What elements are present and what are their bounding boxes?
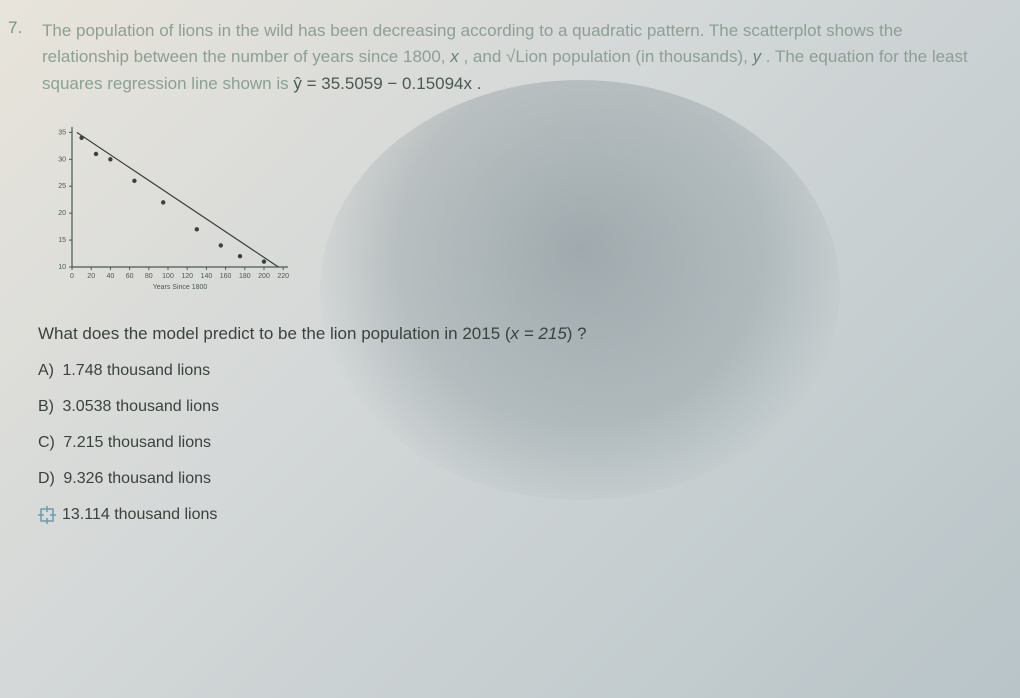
svg-text:25: 25 — [58, 183, 66, 190]
prompt-text: The population of lions in the wild has … — [42, 21, 903, 40]
selection-marker-icon — [38, 506, 56, 524]
sqrt-label: √Lion population — [506, 47, 631, 66]
svg-text:220: 220 — [277, 273, 289, 280]
prompt-text: . The equation for the least — [761, 47, 968, 66]
prompt-text: relationship between the number of years… — [42, 47, 450, 66]
answer-choice[interactable]: C) 7.215 thousand lions — [38, 434, 992, 452]
question-var: x = 215 — [511, 324, 567, 343]
choice-letter: A) — [38, 362, 54, 379]
svg-text:20: 20 — [87, 273, 95, 280]
svg-text:160: 160 — [220, 273, 232, 280]
svg-text:140: 140 — [201, 273, 213, 280]
svg-text:30: 30 — [58, 156, 66, 163]
svg-text:40: 40 — [107, 273, 115, 280]
svg-text:20: 20 — [58, 210, 66, 217]
svg-text:180: 180 — [239, 273, 251, 280]
choice-text: 7.215 thousand lions — [63, 434, 211, 451]
question-part: ) ? — [567, 324, 587, 343]
prompt-text: squares regression line shown is — [42, 74, 293, 93]
svg-text:100: 100 — [162, 273, 174, 280]
question-prompt: The population of lions in the wild has … — [42, 18, 992, 97]
choice-text: 13.114 thousand lions — [62, 506, 217, 524]
choice-letter: C) — [38, 434, 55, 451]
choice-text: 9.326 thousand lions — [63, 470, 211, 487]
answer-choice[interactable]: D) 9.326 thousand lions — [38, 470, 992, 488]
choice-letter: B) — [38, 398, 54, 415]
equation-lhs: ŷ = — [293, 74, 321, 93]
svg-text:0: 0 — [70, 273, 74, 280]
svg-text:35: 35 — [58, 129, 66, 136]
question-text: What does the model predict to be the li… — [38, 324, 992, 344]
svg-text:10: 10 — [58, 264, 66, 271]
question-number: 7. — [8, 18, 22, 38]
prompt-text: (in thousands), — [631, 47, 753, 66]
choice-text: 1.748 thousand lions — [62, 362, 210, 379]
choice-text: 3.0538 thousand lions — [62, 398, 219, 415]
choice-letter: D) — [38, 470, 55, 487]
answer-choices: A) 1.748 thousand lions B) 3.0538 thousan… — [38, 362, 992, 524]
answer-choice[interactable]: B) 3.0538 thousand lions — [38, 398, 992, 416]
answer-choice[interactable]: A) 1.748 thousand lions — [38, 362, 992, 380]
svg-text:80: 80 — [145, 273, 153, 280]
var-x: x — [450, 47, 459, 66]
scatterplot-chart: 10 15 20 25 30 35 0 20 40 60 80 100 120 140 160 180 200 2… — [38, 119, 992, 294]
svg-text:200: 200 — [258, 273, 270, 280]
svg-text:Years Since 1800: Years Since 1800 — [153, 284, 208, 289]
svg-text:120: 120 — [181, 273, 193, 280]
question-part: What does the model predict to be the li… — [38, 324, 511, 343]
svg-text:60: 60 — [126, 273, 134, 280]
prompt-text: , and — [459, 47, 506, 66]
svg-text:15: 15 — [58, 237, 66, 244]
var-y: y — [753, 47, 762, 66]
answer-choice[interactable]: 13.114 thousand lions — [38, 506, 992, 524]
equation-rhs: 35.5059 − 0.15094x . — [321, 74, 481, 93]
